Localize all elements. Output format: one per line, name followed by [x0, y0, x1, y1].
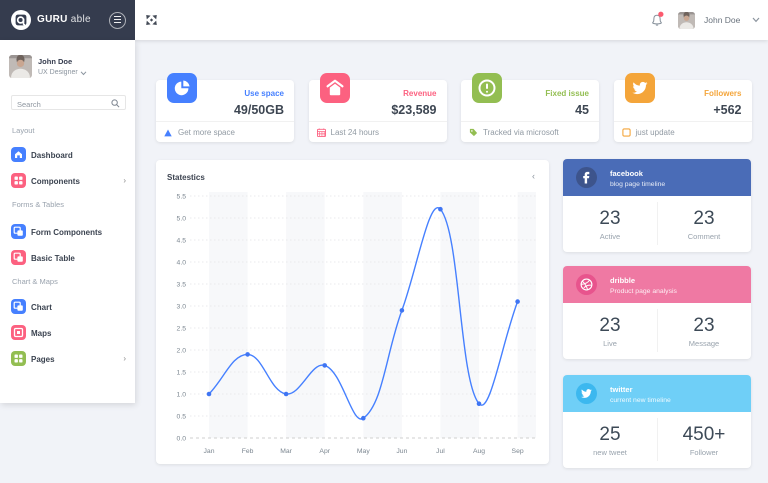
svg-text:Apr: Apr — [319, 448, 330, 455]
svg-text:1.0: 1.0 — [177, 392, 187, 399]
svg-text:Sep: Sep — [512, 448, 524, 455]
svg-text:5.0: 5.0 — [177, 216, 187, 223]
svg-text:5.5: 5.5 — [177, 194, 187, 201]
svg-text:Aug: Aug — [473, 448, 485, 455]
svg-text:Feb: Feb — [242, 448, 254, 455]
svg-text:Jul: Jul — [436, 448, 445, 455]
svg-text:1.5: 1.5 — [177, 370, 187, 377]
svg-text:Mar: Mar — [280, 448, 292, 455]
svg-text:3.5: 3.5 — [177, 282, 187, 289]
svg-text:0.5: 0.5 — [177, 414, 187, 421]
svg-text:2.5: 2.5 — [177, 326, 187, 333]
svg-text:0.0: 0.0 — [177, 436, 187, 443]
svg-text:2.0: 2.0 — [177, 348, 187, 355]
svg-text:4.5: 4.5 — [177, 238, 187, 245]
svg-text:4.0: 4.0 — [177, 260, 187, 267]
svg-text:3.0: 3.0 — [177, 304, 187, 311]
svg-text:Jan: Jan — [204, 448, 215, 455]
svg-text:May: May — [357, 448, 370, 455]
svg-text:Jun: Jun — [396, 448, 407, 455]
